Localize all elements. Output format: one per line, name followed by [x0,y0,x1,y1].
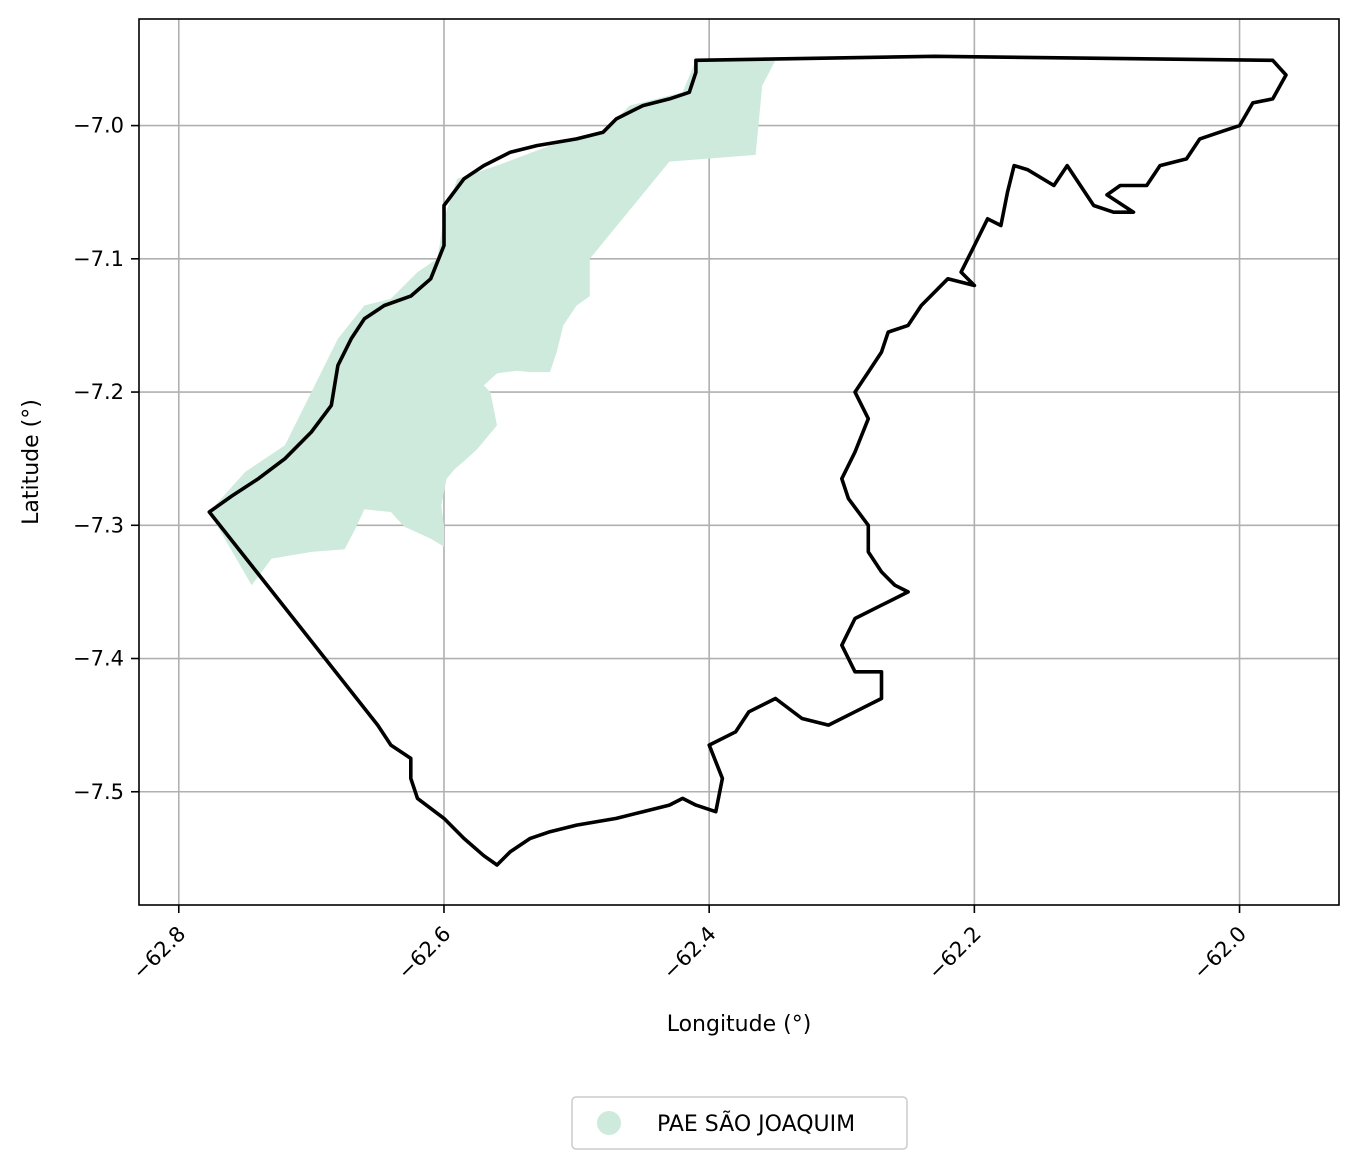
x-tick-label-2: −62.4 [658,922,720,984]
x-tick-label-3: −62.2 [923,922,985,984]
legend-label-pae-sao-joaquim: PAE SÃO JOAQUIM [657,1110,855,1137]
legend-box [571,1096,908,1150]
legend: PAE SÃO JOAQUIM [571,1096,908,1150]
y-tick-label-3: −7.3 [73,513,124,537]
plot-frame [138,18,1340,906]
y-tick-label-1: −7.1 [73,247,124,271]
y-tick-label-4: −7.4 [73,647,124,671]
x-axis-title: Longitude (°) [667,1012,812,1037]
x-tick-label-1: −62.6 [393,922,455,984]
y-tick-label-5: −7.5 [73,780,124,804]
legend-marker [597,1111,621,1135]
boundary-outline [207,54,1288,867]
map-layers [207,54,1288,867]
y-tick-label-2: −7.2 [73,380,124,404]
y-axis-title: Latitude (°) [19,399,44,525]
y-tick-label-0: −7.0 [73,114,124,138]
x-tick-label-0: −62.8 [128,922,190,984]
x-tick-label-4: −62.0 [1189,922,1251,984]
pae-sao-joaquim-area [209,60,776,586]
